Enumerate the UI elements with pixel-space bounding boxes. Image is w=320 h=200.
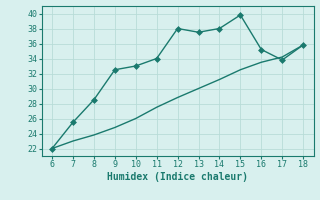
X-axis label: Humidex (Indice chaleur): Humidex (Indice chaleur) xyxy=(107,172,248,182)
